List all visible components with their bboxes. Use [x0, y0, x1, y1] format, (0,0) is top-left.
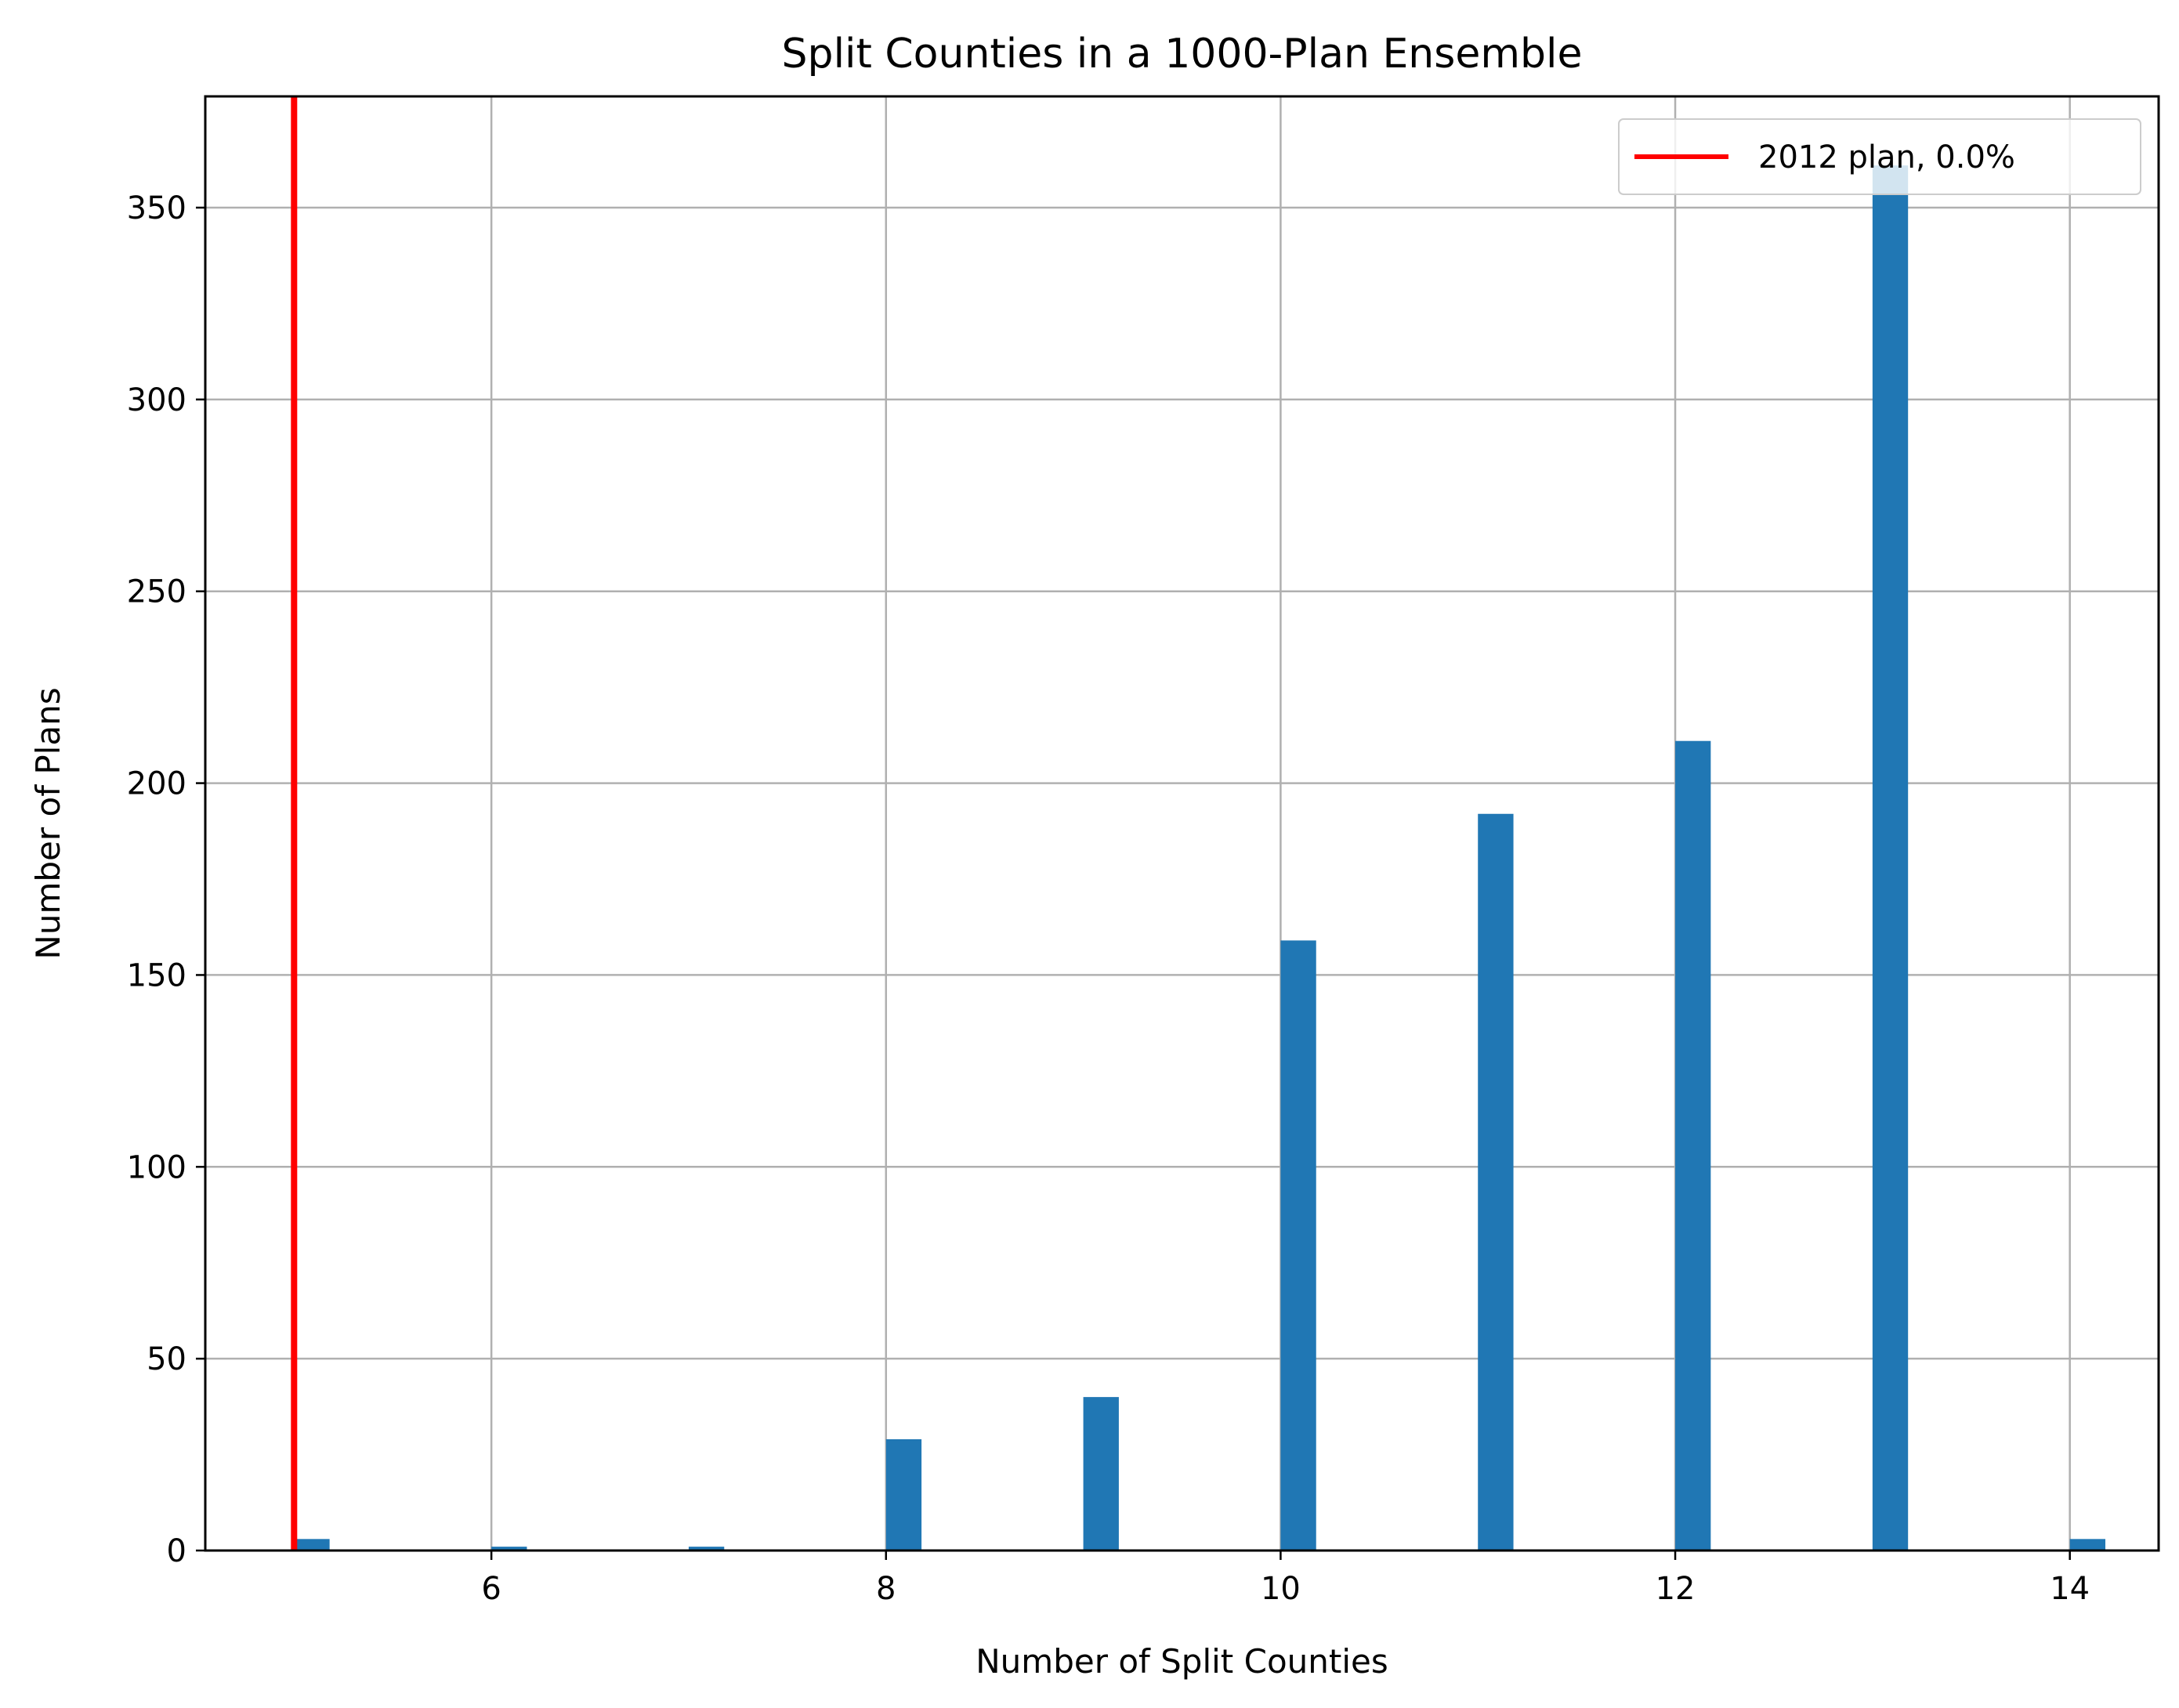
- histogram-bar: [2069, 1539, 2106, 1551]
- chart-title: Split Counties in a 1000-Plan Ensemble: [782, 31, 1583, 78]
- x-tick-label: 14: [2050, 1571, 2090, 1607]
- y-tick-label: 200: [127, 766, 186, 802]
- y-tick-label: 350: [127, 190, 186, 226]
- x-axis-ticks: 6 8 10 12 14: [481, 1551, 2090, 1607]
- plot-frame: [204, 95, 2160, 1552]
- y-tick-label: 50: [147, 1341, 186, 1377]
- legend-label-2012-plan: 2012 plan, 0.0%: [1758, 139, 2015, 176]
- x-axis-label: Number of Split Counties: [975, 1642, 1388, 1681]
- histogram-bar: [1675, 740, 1711, 1551]
- histogram-bar: [1083, 1397, 1119, 1551]
- x-tick-label: 10: [1261, 1571, 1301, 1607]
- histogram-bar: [688, 1547, 725, 1551]
- x-tick-label: 8: [876, 1571, 896, 1607]
- y-axis-label: Number of Plans: [29, 687, 67, 959]
- histogram-bars: [294, 165, 2106, 1551]
- y-axis-ticks: 0 50 100 150 200 250 300 350: [127, 190, 205, 1569]
- histogram-bar: [1872, 165, 1909, 1551]
- y-tick-label: 0: [167, 1533, 186, 1569]
- y-tick-label: 150: [127, 957, 186, 993]
- histogram-bar: [1478, 813, 1514, 1551]
- legend: 2012 plan, 0.0%: [1618, 118, 2141, 195]
- y-tick-label: 300: [127, 382, 186, 418]
- y-tick-label: 250: [127, 574, 186, 610]
- histogram-bar: [491, 1547, 527, 1551]
- histogram-bar: [1280, 940, 1316, 1551]
- legend-box: [1618, 118, 2141, 195]
- histogram-bar: [294, 1539, 330, 1551]
- histogram-bar: [885, 1438, 922, 1551]
- x-tick-label: 12: [1656, 1571, 1696, 1607]
- x-tick-label: 6: [481, 1571, 501, 1607]
- y-tick-label: 100: [127, 1149, 186, 1185]
- grid-lines: [205, 96, 2159, 1552]
